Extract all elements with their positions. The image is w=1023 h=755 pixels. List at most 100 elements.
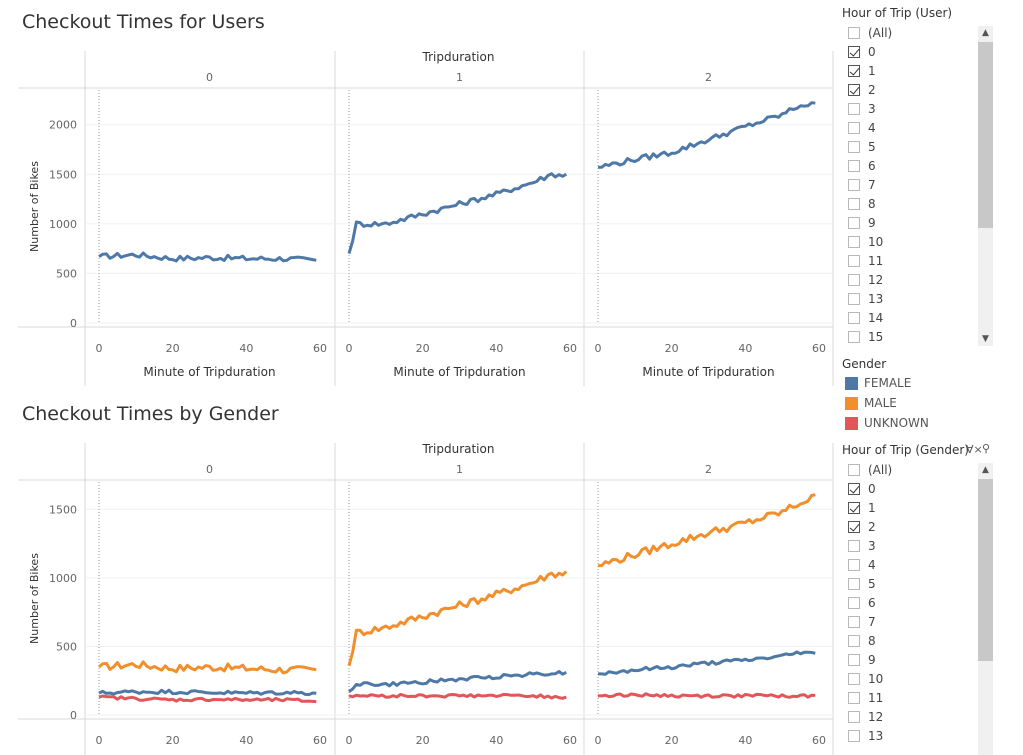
checkbox[interactable] [848,464,860,476]
x-tick-label: 60 [812,734,826,747]
scroll-thumb[interactable] [978,42,993,228]
checkbox[interactable] [848,654,860,666]
checkbox-label: 8 [868,197,876,211]
checkbox[interactable] [848,198,860,210]
checkbox[interactable] [848,65,860,77]
x-tick-label: 0 [595,734,602,747]
search-icon[interactable]: ⚲ [982,442,991,455]
filter-user-scrollbar[interactable]: ▲ ▼ [978,26,993,346]
checkbox[interactable] [848,483,860,495]
checkbox-label: 3 [868,539,876,553]
filter-user-item[interactable]: 3 [848,101,978,120]
filter-gender-scrollbar[interactable]: ▲ [978,463,993,755]
checkbox[interactable] [848,673,860,685]
filter-user-item[interactable]: 12 [848,272,978,291]
y-tick-label: 1000 [49,572,77,585]
checkbox[interactable] [848,331,860,343]
filter-user-item[interactable]: 7 [848,177,978,196]
filter-gender-item[interactable]: 0 [848,481,978,500]
filter-user-item[interactable]: 0 [848,44,978,63]
checkbox[interactable] [848,236,860,248]
column-header: Tripduration [422,50,495,64]
chart-title-gender: Checkout Times by Gender [22,403,279,425]
filter-user-item[interactable]: 8 [848,196,978,215]
checkbox[interactable] [848,141,860,153]
checkbox[interactable] [848,730,860,742]
filter-user-item[interactable]: 11 [848,253,978,272]
checkbox[interactable] [848,46,860,58]
checkbox[interactable] [848,122,860,134]
filter-user-item[interactable]: 6 [848,158,978,177]
filter-gender-item[interactable]: 6 [848,595,978,614]
filter-gender-item[interactable]: 12 [848,709,978,728]
x-tick-label: 40 [738,342,752,355]
filter-gender-item[interactable]: 11 [848,690,978,709]
checkbox[interactable] [848,103,860,115]
filter-user-item[interactable]: (All) [848,25,978,44]
x-axis-label: Minute of Tripduration [143,365,275,379]
filter-user-item[interactable]: 5 [848,139,978,158]
checkbox[interactable] [848,27,860,39]
checkbox[interactable] [848,255,860,267]
x-tick-label: 20 [166,734,180,747]
checkbox[interactable] [848,84,860,96]
filter-gender-item[interactable]: (All) [848,462,978,481]
x-tick-label: 0 [346,734,353,747]
checkbox[interactable] [848,521,860,533]
checkbox[interactable] [848,578,860,590]
filter-gender-item[interactable]: 13 [848,728,978,747]
checkbox[interactable] [848,502,860,514]
filter-gender-item[interactable]: 5 [848,576,978,595]
filter-gender-item[interactable]: 4 [848,557,978,576]
scroll-down-icon[interactable]: ▼ [982,334,989,344]
x-tick-label: 0 [595,342,602,355]
filter-user-item[interactable]: 14 [848,310,978,329]
chart-title-users: Checkout Times for Users [22,11,265,33]
checkbox[interactable] [848,293,860,305]
panel-header: 1 [456,463,463,476]
scroll-up-icon[interactable]: ▲ [982,465,989,475]
filter-gender-item[interactable]: 10 [848,671,978,690]
filter-gender-item[interactable]: 7 [848,614,978,633]
filter-user-item[interactable]: 15 [848,329,978,347]
series-line-female [598,650,816,676]
series-line-unknown [597,692,816,699]
filter-user-item[interactable]: 1 [848,63,978,82]
y-axis-label: Number of Bikes [28,553,41,644]
checkbox[interactable] [848,692,860,704]
checkbox[interactable] [848,635,860,647]
filter-gender-item[interactable]: 9 [848,652,978,671]
checkbox-label: 13 [868,292,884,306]
checkbox-label: 0 [868,482,876,496]
checkbox[interactable] [848,160,860,172]
checkbox[interactable] [848,616,860,628]
checkbox[interactable] [848,559,860,571]
checkbox[interactable] [848,274,860,286]
checkbox[interactable] [848,540,860,552]
clear-filter-icon[interactable]: ∀× [966,443,983,456]
checkbox[interactable] [848,711,860,723]
scroll-up-icon[interactable]: ▲ [982,28,989,38]
filter-user-item[interactable]: 2 [848,82,978,101]
filter-gender-item[interactable]: 1 [848,500,978,519]
filter-user-item[interactable]: 9 [848,215,978,234]
checkbox-label: 11 [868,254,884,268]
filter-user-item[interactable]: 10 [848,234,978,253]
filter-gender-item[interactable]: 3 [848,538,978,557]
filter-gender-item[interactable]: 8 [848,633,978,652]
panel-header: 1 [456,71,463,84]
checkbox[interactable] [848,312,860,324]
filter-user-item[interactable]: 4 [848,120,978,139]
checkbox-label: 5 [868,577,876,591]
y-tick-label: 1500 [49,168,77,181]
filter-user-item[interactable]: 13 [848,291,978,310]
panel-header: 2 [705,71,712,84]
checkbox-label: 9 [868,653,876,667]
scroll-thumb[interactable] [978,479,993,661]
checkbox[interactable] [848,217,860,229]
filter-user-title: Hour of Trip (User) [842,6,953,20]
x-tick-label: 60 [563,342,577,355]
checkbox[interactable] [848,179,860,191]
checkbox[interactable] [848,597,860,609]
filter-gender-item[interactable]: 2 [848,519,978,538]
